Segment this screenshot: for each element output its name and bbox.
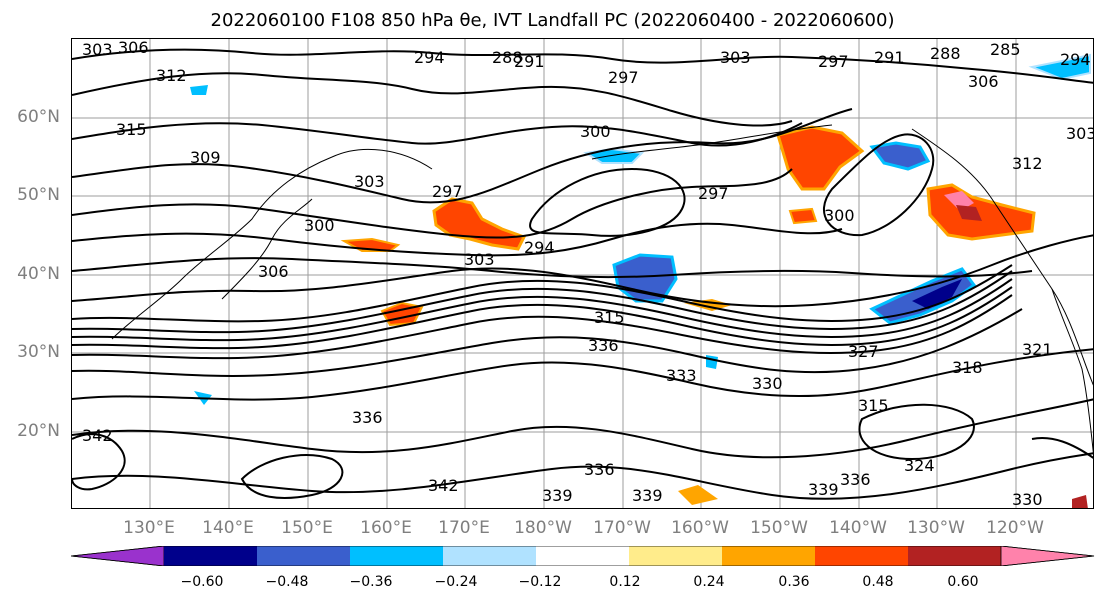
contour-label: 312 <box>156 66 187 85</box>
colorbar-tick: 0.12 <box>609 574 641 590</box>
contour-label: 315 <box>858 396 889 415</box>
colorbar-tick: 0.24 <box>693 574 725 590</box>
lon-label: 140°W <box>829 518 887 538</box>
coastlines <box>111 124 1093 455</box>
contour-label: 336 <box>352 408 383 427</box>
contour-label: 285 <box>990 40 1021 59</box>
lon-label: 140°E <box>202 518 254 538</box>
lon-label: 170°W <box>593 518 651 538</box>
lon-label: 120°W <box>986 518 1044 538</box>
lat-label-30n: 30°N <box>17 342 60 362</box>
contour-label: 312 <box>1012 154 1043 173</box>
ivt-pc-shading <box>190 53 1091 508</box>
contour-label: 303 <box>82 40 113 59</box>
contour-label: 336 <box>588 336 619 355</box>
contour-label: 294 <box>524 238 555 257</box>
contour-label: 306 <box>118 39 149 57</box>
colorbar-swatch <box>350 546 444 566</box>
colorbar-swatch <box>71 546 165 566</box>
colorbar-swatch <box>257 546 351 566</box>
contour-label: 297 <box>432 182 463 201</box>
map-panel: 303 306 312 294 288 291 297 303 297 291 … <box>71 38 1094 509</box>
contour-label: 297 <box>698 184 729 203</box>
contour-label: 330 <box>752 374 783 393</box>
colorbar-swatches <box>71 546 1095 566</box>
contour-label: 339 <box>632 486 663 505</box>
contour-label: 333 <box>666 366 697 385</box>
contour-label: 303 <box>464 250 495 269</box>
colorbar-swatch <box>443 546 537 566</box>
contour-label: 306 <box>258 262 289 281</box>
contour-label: 288 <box>492 48 523 67</box>
map-canvas: 303 306 312 294 288 291 297 303 297 291 … <box>72 39 1094 509</box>
colorbar-tick: 0.48 <box>862 574 894 590</box>
colorbar-tick: −0.48 <box>265 574 309 590</box>
colorbar-tick: −0.36 <box>349 574 393 590</box>
contour-label: 321 <box>1022 340 1053 359</box>
lon-label: 170°E <box>438 518 490 538</box>
contour-label: 288 <box>930 44 961 63</box>
contour-label: 315 <box>116 120 147 139</box>
contour-labels: 303 306 312 294 288 291 297 303 297 291 … <box>82 39 1094 509</box>
colorbar <box>71 546 1095 566</box>
contour-label: 309 <box>190 148 221 167</box>
contour-label: 297 <box>818 52 849 71</box>
colorbar-swatch <box>629 546 723 566</box>
colorbar-swatch <box>722 546 816 566</box>
colorbar-tick: −0.60 <box>180 574 224 590</box>
contour-label: 339 <box>808 480 839 499</box>
contour-label: 336 <box>840 470 871 489</box>
contour-label: 342 <box>428 476 459 495</box>
graticule <box>72 39 1093 508</box>
lat-label-60n: 60°N <box>17 107 60 127</box>
colorbar-outline <box>71 546 1095 566</box>
colorbar-swatch <box>908 546 1002 566</box>
lon-label: 150°W <box>750 518 808 538</box>
contour-label: 336 <box>584 460 615 479</box>
contour-label: 306 <box>968 72 999 91</box>
lon-label: 130°W <box>907 518 965 538</box>
contour-label: 291 <box>514 52 545 71</box>
contour-label: 303 <box>1066 124 1094 143</box>
contour-label: 324 <box>904 456 935 475</box>
contour-label: 330 <box>1012 490 1043 509</box>
contour-label: 339 <box>542 486 573 505</box>
contour-label: 294 <box>1060 50 1091 69</box>
contour-label: 327 <box>848 342 879 361</box>
map-title: 2022060100 F108 850 hPa θe, IVT Landfall… <box>210 10 895 31</box>
lat-label-20n: 20°N <box>17 421 60 441</box>
contour-label: 294 <box>414 48 445 67</box>
lat-label-40n: 40°N <box>17 264 60 284</box>
colorbar-swatch <box>536 546 630 566</box>
colorbar-swatch <box>1000 546 1095 566</box>
lon-label: 160°E <box>360 518 412 538</box>
contour-label: 297 <box>608 68 639 87</box>
theta-e-contours <box>72 48 1093 500</box>
colorbar-tick: 0.60 <box>947 574 979 590</box>
lon-label: 160°W <box>671 518 729 538</box>
contour-label: 318 <box>952 358 983 377</box>
contour-label: 342 <box>82 426 113 445</box>
contour-label: 300 <box>304 216 335 235</box>
colorbar-tick: 0.36 <box>778 574 810 590</box>
contour-label: 300 <box>824 206 855 225</box>
contour-label: 303 <box>720 48 751 67</box>
contour-label: 291 <box>874 48 905 67</box>
lat-label-50n: 50°N <box>17 185 60 205</box>
colorbar-swatch <box>815 546 909 566</box>
lon-label: 180°W <box>514 518 572 538</box>
contour-label: 300 <box>580 122 611 141</box>
colorbar-swatch <box>164 546 258 566</box>
contour-label: 315 <box>594 308 625 327</box>
lon-label: 130°E <box>123 518 175 538</box>
colorbar-tick: −0.24 <box>434 574 478 590</box>
lon-label: 150°E <box>281 518 333 538</box>
contour-label: 303 <box>354 172 385 191</box>
colorbar-tick: −0.12 <box>518 574 562 590</box>
